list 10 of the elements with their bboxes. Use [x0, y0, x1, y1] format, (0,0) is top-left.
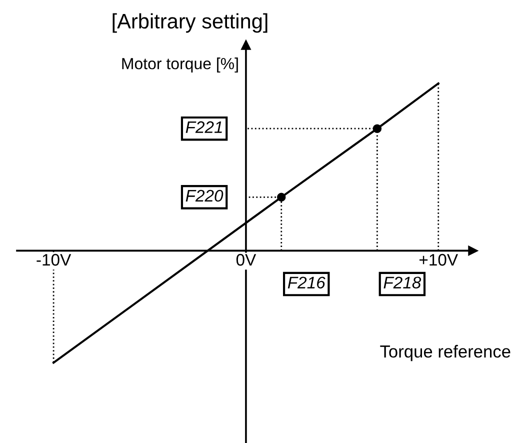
annotation: F221	[186, 121, 222, 133]
chart-title: [Arbitrary setting]	[112, 13, 268, 33]
x-tick-label: +10V	[419, 254, 458, 266]
annotation: F216	[288, 276, 326, 288]
annotation: F220	[186, 190, 224, 202]
annotation: F218	[384, 276, 422, 288]
x-tick-label: 0V	[236, 254, 256, 266]
y-axis-title: Motor torque [%]	[122, 58, 238, 72]
x-tick-label: -10V	[36, 254, 72, 266]
x-axis-title: Torque reference	[380, 344, 510, 362]
